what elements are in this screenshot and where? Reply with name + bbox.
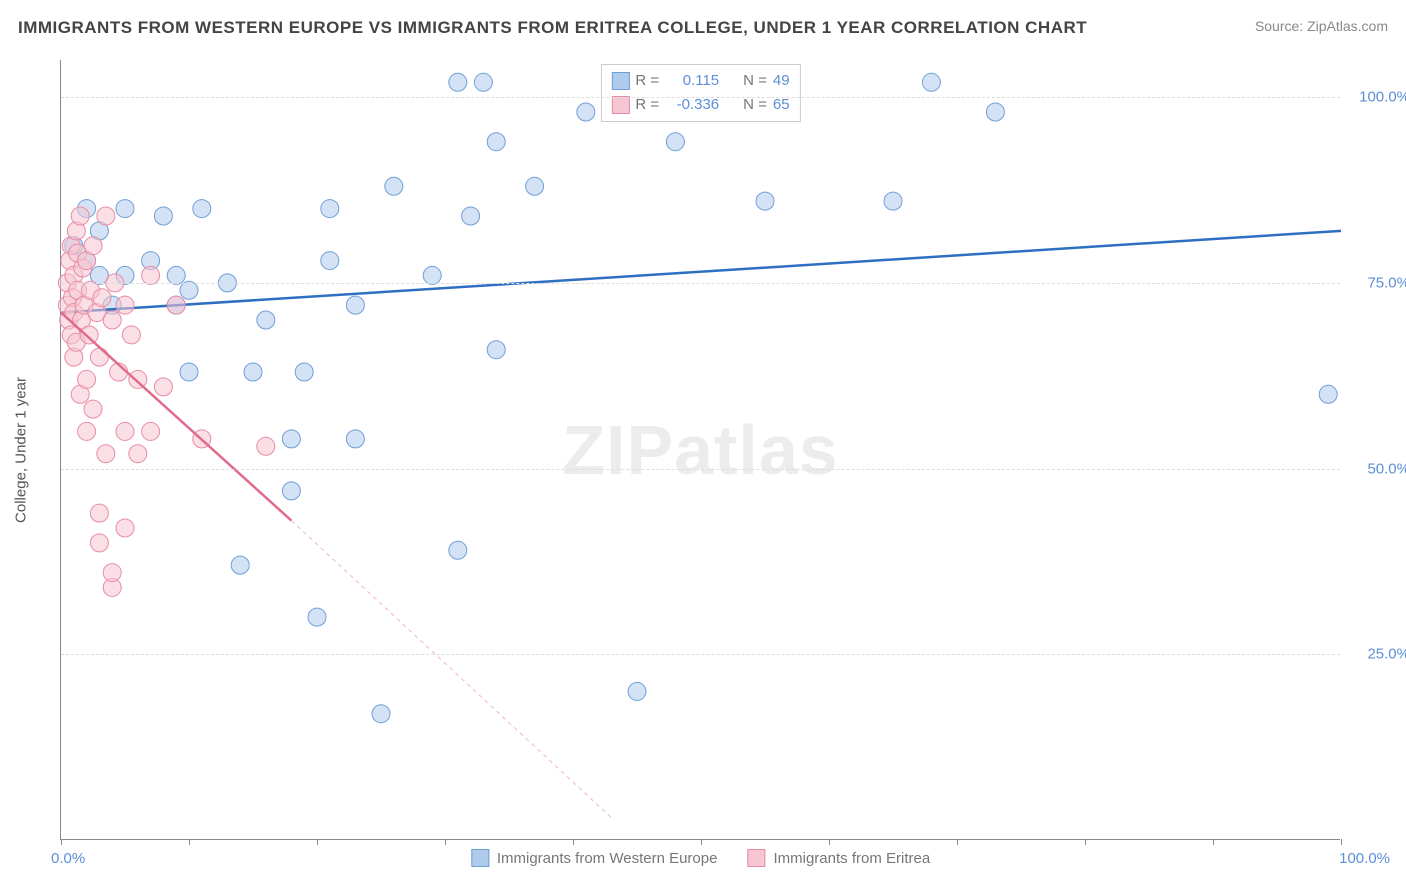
data-point [628,682,646,700]
data-point [986,103,1004,121]
data-point [487,341,505,359]
x-tick [445,839,446,845]
data-point [526,177,544,195]
y-tick-label: 100.0% [1350,89,1406,106]
x-tick [1341,839,1342,845]
x-tick [573,839,574,845]
data-point [180,281,198,299]
scatter-svg [61,60,1340,839]
gridline [61,97,1340,98]
data-point [80,326,98,344]
data-point [97,445,115,463]
data-point [90,348,108,366]
x-tick [1213,839,1214,845]
data-point [93,289,111,307]
data-point [449,73,467,91]
x-tick [189,839,190,845]
data-point [90,534,108,552]
data-point [154,378,172,396]
data-point [666,133,684,151]
data-point [78,422,96,440]
plot-area: College, Under 1 year ZIPatlas 0.0% 100.… [60,60,1340,840]
data-point [257,437,275,455]
data-point [231,556,249,574]
data-point [1319,385,1337,403]
chart-title: IMMIGRANTS FROM WESTERN EUROPE VS IMMIGR… [18,18,1087,38]
data-point [193,200,211,218]
legend-series-item: Immigrants from Eritrea [747,849,930,867]
data-point [321,200,339,218]
legend-series-label: Immigrants from Eritrea [773,850,930,867]
data-point [78,370,96,388]
data-point [84,237,102,255]
data-point [462,207,480,225]
x-tick [317,839,318,845]
data-point [116,519,134,537]
data-point [346,430,364,448]
data-point [71,207,89,225]
data-point [346,296,364,314]
y-tick-label: 25.0% [1350,646,1406,663]
data-point [129,445,147,463]
x-axis-max-label: 100.0% [1339,850,1390,867]
gridline [61,283,1340,284]
data-point [282,482,300,500]
data-point [372,705,390,723]
data-point [423,266,441,284]
data-point [474,73,492,91]
legend-series: Immigrants from Western Europe Immigrants… [471,849,930,867]
data-point [449,541,467,559]
data-point [154,207,172,225]
data-point [308,608,326,626]
data-point [487,133,505,151]
data-point [142,266,160,284]
data-point [122,326,140,344]
data-point [922,73,940,91]
data-point [97,207,115,225]
x-axis-min-label: 0.0% [51,850,85,867]
data-point [385,177,403,195]
legend-series-label: Immigrants from Western Europe [497,850,718,867]
trend-line-dashed [291,521,611,818]
legend-swatch [471,849,489,867]
data-point [167,296,185,314]
data-point [577,103,595,121]
data-point [116,296,134,314]
x-tick [957,839,958,845]
x-tick [1085,839,1086,845]
data-point [142,422,160,440]
data-point [295,363,313,381]
source-attribution: Source: ZipAtlas.com [1255,18,1388,34]
gridline [61,654,1340,655]
legend-swatch [747,849,765,867]
data-point [257,311,275,329]
y-axis-title: College, Under 1 year [13,377,30,523]
data-point [756,192,774,210]
data-point [116,200,134,218]
data-point [884,192,902,210]
x-tick [701,839,702,845]
data-point [321,252,339,270]
data-point [90,504,108,522]
data-point [244,363,262,381]
legend-series-item: Immigrants from Western Europe [471,849,718,867]
y-tick-label: 50.0% [1350,460,1406,477]
data-point [84,400,102,418]
data-point [103,311,121,329]
data-point [167,266,185,284]
data-point [129,370,147,388]
trend-line [61,231,1341,313]
y-tick-label: 75.0% [1350,274,1406,291]
x-tick [829,839,830,845]
data-point [180,363,198,381]
data-point [103,564,121,582]
data-point [282,430,300,448]
data-point [116,422,134,440]
gridline [61,469,1340,470]
x-tick [61,839,62,845]
